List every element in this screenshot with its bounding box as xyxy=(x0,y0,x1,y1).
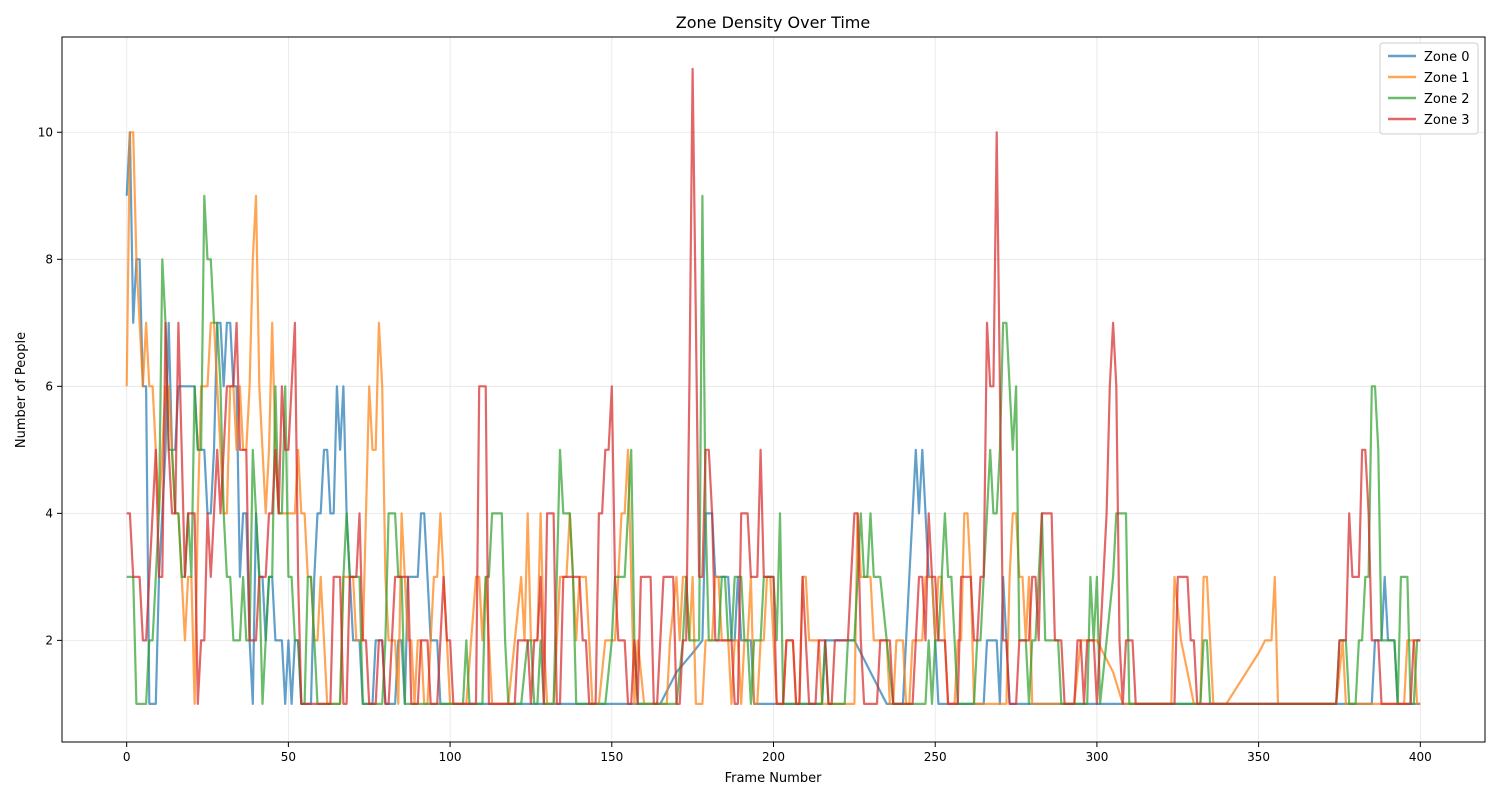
y-axis-label: Number of People xyxy=(14,332,29,448)
x-tick-label: 350 xyxy=(1247,750,1270,764)
x-tick-label: 0 xyxy=(123,750,131,764)
series-line-zone-0 xyxy=(125,131,1421,705)
x-tick-label: 250 xyxy=(924,750,947,764)
series-line-zone-3 xyxy=(126,67,1421,705)
x-tick-label: 300 xyxy=(1085,750,1108,764)
y-tick-label: 6 xyxy=(45,379,53,393)
legend-label: Zone 0 xyxy=(1424,50,1470,65)
x-tick-label: 200 xyxy=(762,750,785,764)
series-lines xyxy=(125,67,1421,705)
y-tick-label: 8 xyxy=(45,252,53,266)
legend-label: Zone 1 xyxy=(1424,71,1470,86)
x-tick-label: 400 xyxy=(1409,750,1432,764)
legend-label: Zone 3 xyxy=(1424,113,1470,128)
x-tick-label: 150 xyxy=(600,750,623,764)
x-tick-label: 100 xyxy=(439,750,462,764)
legend: Zone 0 Zone 1 Zone 2 Zone 3 xyxy=(1379,42,1479,135)
y-tick-label: 10 xyxy=(38,125,53,139)
chart-title: Zone Density Over Time xyxy=(676,13,870,32)
x-tick-label: 50 xyxy=(281,750,296,764)
x-axis-label: Frame Number xyxy=(725,771,823,786)
y-axis-ticks: 2 4 6 8 10 xyxy=(38,125,62,647)
y-tick-label: 2 xyxy=(45,633,53,647)
y-tick-label: 4 xyxy=(45,506,53,520)
legend-label: Zone 2 xyxy=(1424,92,1470,107)
series-line-zone-2 xyxy=(126,194,1421,705)
x-axis-ticks: 0 50 100 150 200 250 300 350 400 xyxy=(123,742,1432,764)
legend-box xyxy=(1379,42,1479,135)
